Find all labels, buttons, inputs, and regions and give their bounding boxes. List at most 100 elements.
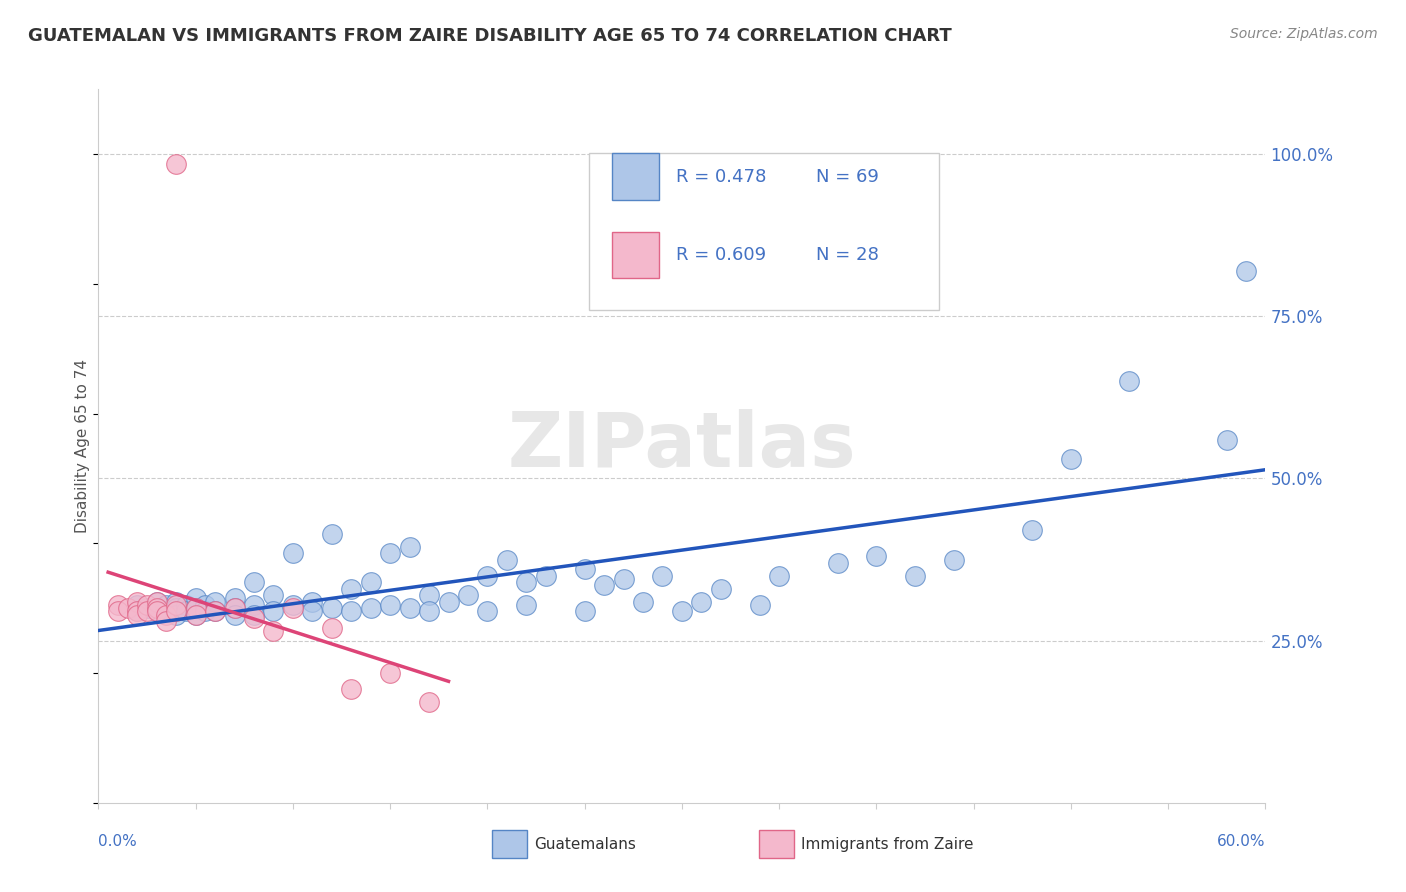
Text: N = 69: N = 69 (815, 168, 879, 186)
Text: Immigrants from Zaire: Immigrants from Zaire (801, 838, 974, 852)
Point (117, 601, 139, 615)
Point (321, 601, 343, 615)
Point (165, 607, 187, 622)
Point (340, 682, 363, 697)
Point (165, 604, 187, 618)
Point (477, 568, 499, 582)
Point (398, 601, 420, 615)
Point (165, 595, 187, 609)
Point (321, 621, 343, 635)
FancyBboxPatch shape (612, 232, 658, 278)
Text: 0.0%: 0.0% (98, 834, 138, 849)
Point (155, 604, 177, 618)
Point (340, 582, 363, 596)
Point (1021, 524, 1043, 538)
Point (651, 568, 673, 582)
Point (710, 582, 733, 596)
Point (243, 607, 266, 622)
Point (184, 601, 207, 615)
Point (398, 540, 420, 554)
Point (613, 572, 636, 586)
Point (301, 604, 323, 618)
Text: GUATEMALAN VS IMMIGRANTS FROM ZAIRE DISABILITY AGE 65 TO 74 CORRELATION CHART: GUATEMALAN VS IMMIGRANTS FROM ZAIRE DISA… (28, 27, 952, 45)
Point (165, 598, 187, 612)
Point (136, 601, 159, 615)
Point (457, 588, 479, 602)
Point (418, 695, 440, 709)
Point (534, 568, 557, 582)
Point (107, 598, 129, 612)
Point (495, 552, 517, 566)
Point (174, 604, 197, 618)
Point (194, 598, 217, 612)
Point (146, 595, 169, 609)
Point (165, 601, 187, 615)
Point (146, 604, 169, 618)
Point (184, 591, 207, 606)
FancyBboxPatch shape (612, 153, 658, 200)
Y-axis label: Disability Age 65 to 74: Disability Age 65 to 74 (75, 359, 90, 533)
Point (127, 604, 149, 618)
Point (127, 604, 149, 618)
Point (146, 601, 169, 615)
Point (281, 598, 304, 612)
Point (136, 604, 159, 618)
Point (515, 598, 537, 612)
Point (340, 604, 363, 618)
Point (768, 568, 790, 582)
Point (146, 595, 169, 609)
Point (146, 604, 169, 618)
Point (378, 546, 402, 560)
Point (224, 591, 246, 606)
Point (593, 578, 616, 592)
Point (748, 598, 770, 612)
Text: Guatemalans: Guatemalans (534, 838, 636, 852)
Point (360, 575, 382, 590)
Point (360, 601, 382, 615)
Point (281, 546, 304, 560)
FancyBboxPatch shape (589, 153, 939, 310)
Text: 60.0%: 60.0% (1218, 834, 1265, 849)
Point (127, 607, 149, 622)
Point (321, 526, 343, 541)
Point (184, 601, 207, 615)
Point (262, 588, 284, 602)
Point (904, 568, 927, 582)
Point (127, 595, 149, 609)
Point (204, 604, 226, 618)
Point (262, 624, 284, 638)
Point (1118, 374, 1140, 388)
Point (165, 157, 187, 171)
Point (690, 595, 713, 609)
Point (262, 604, 284, 618)
Point (194, 604, 217, 618)
Point (1215, 433, 1237, 447)
Text: R = 0.609: R = 0.609 (676, 246, 766, 264)
Point (865, 549, 887, 564)
Point (418, 604, 440, 618)
Point (107, 604, 129, 618)
Point (437, 595, 460, 609)
Point (943, 552, 966, 566)
Point (574, 562, 596, 576)
Point (136, 598, 159, 612)
Point (1234, 264, 1257, 278)
Text: ZIPatlas: ZIPatlas (508, 409, 856, 483)
Point (184, 607, 207, 622)
Point (243, 575, 266, 590)
Point (243, 598, 266, 612)
Point (155, 614, 177, 628)
Point (378, 598, 402, 612)
Point (477, 604, 499, 618)
Text: R = 0.478: R = 0.478 (676, 168, 766, 186)
Point (127, 598, 149, 612)
Point (184, 607, 207, 622)
Point (224, 607, 246, 622)
Point (574, 604, 596, 618)
Point (827, 556, 849, 570)
Text: Source: ZipAtlas.com: Source: ZipAtlas.com (1230, 27, 1378, 41)
Point (204, 604, 226, 618)
Point (281, 601, 304, 615)
Point (378, 666, 402, 681)
Point (515, 575, 537, 590)
